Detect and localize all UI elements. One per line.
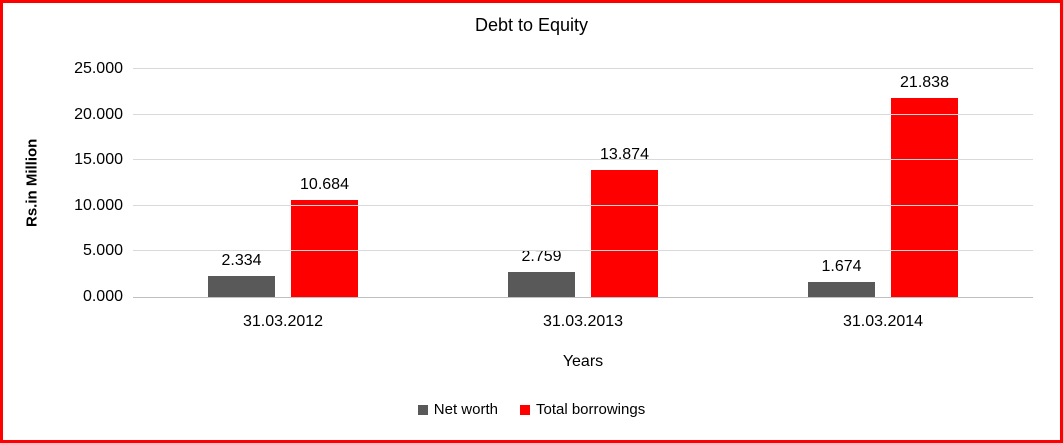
bar-data-label: 2.334 [221, 251, 262, 269]
y-axis-tick-label: 10.000 [74, 196, 123, 214]
x-axis-tick-labels: 31.03.2012 31.03.2013 31.03.2014 [133, 313, 1033, 331]
x-axis-title: Years [562, 353, 604, 370]
y-axis-tick-label: 25.000 [74, 60, 123, 77]
x-axis-tick-label: 31.03.2013 [542, 313, 624, 330]
bar-data-label: 10.684 [300, 175, 349, 193]
bar-data-label: 1.674 [821, 257, 862, 275]
y-axis-tick-label: 5.000 [82, 242, 123, 260]
y-axis-ticks: 0.000 5.000 10.000 15.000 20.000 25.000 [3, 60, 123, 305]
x-axis-tick-label: 31.03.2014 [842, 313, 924, 330]
gridline [133, 159, 1033, 161]
legend-label: Net worth [433, 401, 498, 418]
bar-group: 2.759 13.874 [433, 69, 733, 297]
legend-label: Total borrowings [535, 401, 646, 418]
legend-item: Net worth [417, 401, 498, 418]
bar-total-borrowings: 21.838 [891, 74, 958, 297]
chart-title: Debt to Equity [474, 15, 589, 35]
bar-group: 2.334 10.684 [133, 69, 433, 297]
bar-total-borrowings: 10.684 [291, 176, 358, 297]
bar-data-label: 21.838 [900, 73, 949, 91]
gridline [133, 250, 1033, 252]
gridline [133, 204, 1033, 206]
y-axis-tick-label: 0.000 [82, 288, 123, 305]
bar-data-label: 2.759 [521, 247, 562, 265]
bar-groups: 2.334 10.684 2.759 13.874 1.674 21.838 [133, 69, 1033, 297]
bar-data-label: 13.874 [600, 146, 649, 164]
legend-swatch [417, 404, 428, 415]
y-axis-tick-label: 15.000 [74, 151, 123, 169]
gridline [133, 68, 1033, 69]
bar-net-worth: 2.334 [208, 252, 275, 297]
legend-item: Total borrowings [519, 401, 646, 418]
x-axis-tick-label: 31.03.2012 [242, 313, 324, 330]
bar-total-borrowings: 13.874 [591, 146, 658, 297]
plot-area: 2.334 10.684 2.759 13.874 1.674 21.838 [133, 68, 1033, 298]
bar-net-worth: 1.674 [808, 258, 875, 297]
bar-group: 1.674 21.838 [733, 69, 1033, 297]
legend-swatch [519, 404, 530, 415]
bar-net-worth: 2.759 [508, 248, 575, 297]
gridline [133, 113, 1033, 115]
y-axis-tick-label: 20.000 [74, 105, 123, 123]
legend: Net worth Total borrowings [3, 401, 1060, 418]
